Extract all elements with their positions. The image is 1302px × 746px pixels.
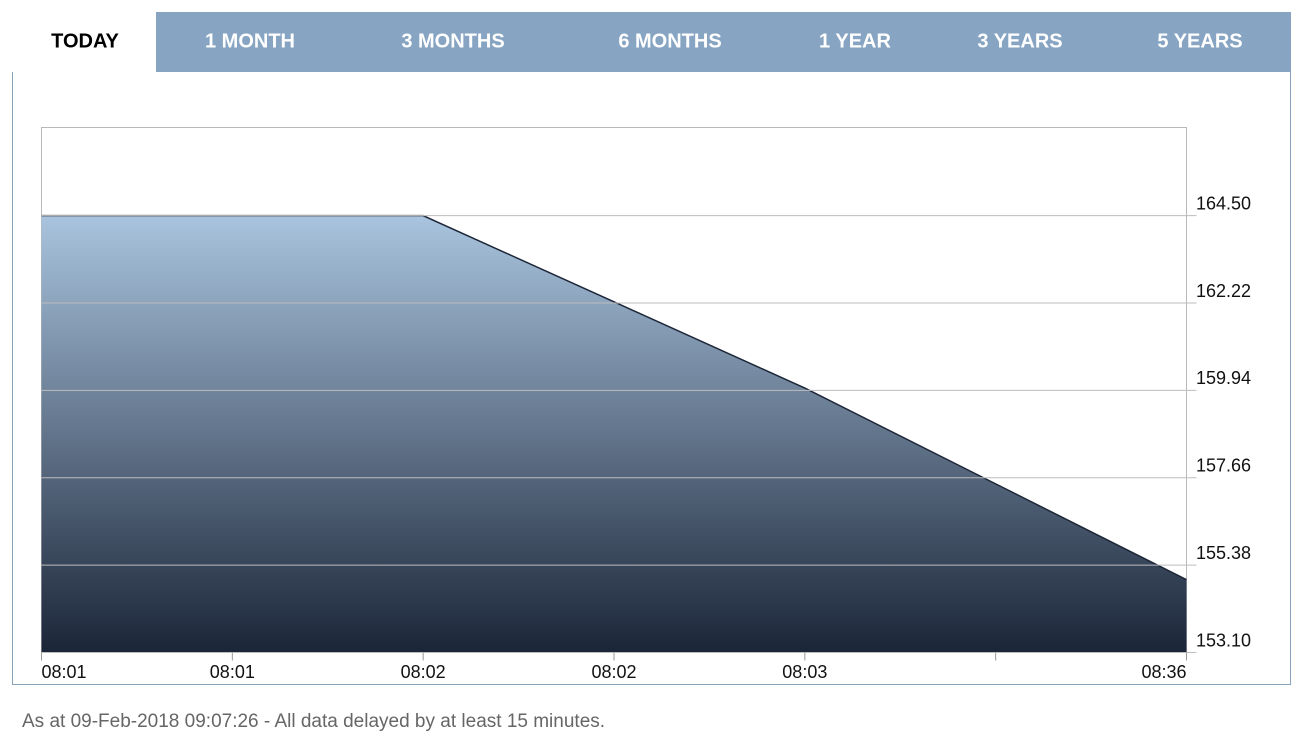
footer: As at 09-Feb-2018 09:07:26 - All data de…: [22, 711, 605, 732]
tab[interactable]: 5 YEARS: [1157, 30, 1242, 52]
x-tick-label: 08:02: [591, 662, 636, 682]
active-tab-bg: [12, 12, 156, 72]
x-tick-label: 08:03: [782, 662, 827, 682]
y-tick-label: 162.22: [1196, 281, 1251, 301]
tab[interactable]: 3 YEARS: [977, 30, 1062, 52]
tab[interactable]: 3 MONTHS: [401, 30, 504, 52]
tab[interactable]: 1 YEAR: [819, 30, 891, 52]
plot: 153.10 155.38 157.66 159.94 162.22 164.50 08:0…: [41, 193, 1251, 682]
x-tick-label: 08:02: [401, 662, 446, 682]
tabs: TODAY 1 MONTH 3 MONTHS 6 MONTHS 1 YEAR 3 YEAR…: [51, 30, 1243, 52]
area: [41, 215, 1187, 653]
y-tick-label: 164.50: [1196, 193, 1251, 213]
x-tick-label: 08:36: [1141, 662, 1186, 682]
tab[interactable]: 6 MONTHS: [618, 30, 721, 52]
tab-bar: [12, 12, 1291, 72]
tab[interactable]: 1 MONTH: [205, 30, 295, 52]
y-tick-label: 153.10: [1196, 630, 1251, 650]
x-tick-label: 08:01: [210, 662, 255, 682]
y-tick-label: 157.66: [1196, 456, 1251, 476]
y-tick-label: 159.94: [1196, 368, 1251, 388]
y-tick-label: 155.38: [1196, 543, 1251, 563]
x-tick-label: 08:01: [42, 662, 87, 682]
tab[interactable]: TODAY: [51, 30, 119, 52]
